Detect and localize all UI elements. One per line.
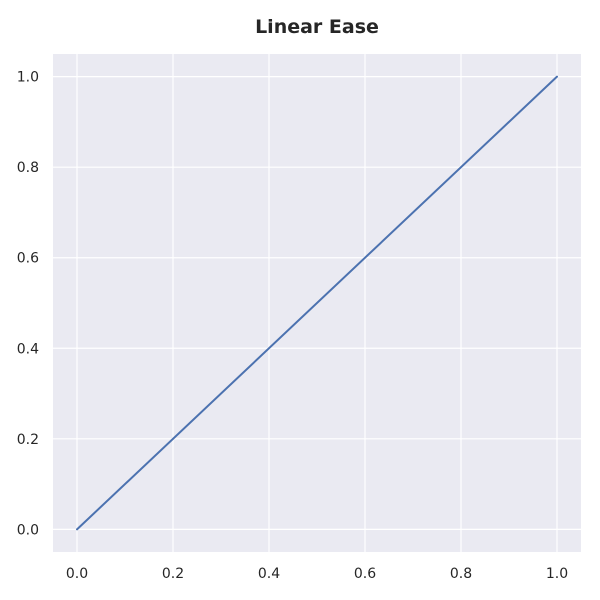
y-axis-ticks: 0.0 0.2 0.4 0.6 0.8 1.0	[17, 70, 39, 539]
series-line-0	[76, 75, 558, 531]
y-tick-label: 0.4	[17, 341, 39, 357]
grid	[53, 54, 581, 552]
y-tick-label: 1.0	[17, 70, 39, 86]
y-tick-label: 0.8	[17, 160, 39, 176]
x-axis-ticks: 0.0 0.2 0.4 0.6 0.8 1.0	[66, 566, 568, 582]
x-tick-label: 0.0	[66, 566, 88, 582]
chart-title: Linear Ease	[255, 16, 379, 38]
x-tick-label: 0.2	[162, 566, 184, 582]
x-tick-label: 0.8	[450, 566, 472, 582]
y-tick-label: 0.2	[17, 432, 39, 448]
y-tick-label: 0.0	[17, 522, 39, 538]
y-tick-label: 0.6	[17, 251, 39, 267]
x-tick-label: 1.0	[546, 566, 568, 582]
x-tick-label: 0.6	[354, 566, 376, 582]
x-tick-label: 0.4	[258, 566, 280, 582]
series-layer	[76, 75, 558, 531]
